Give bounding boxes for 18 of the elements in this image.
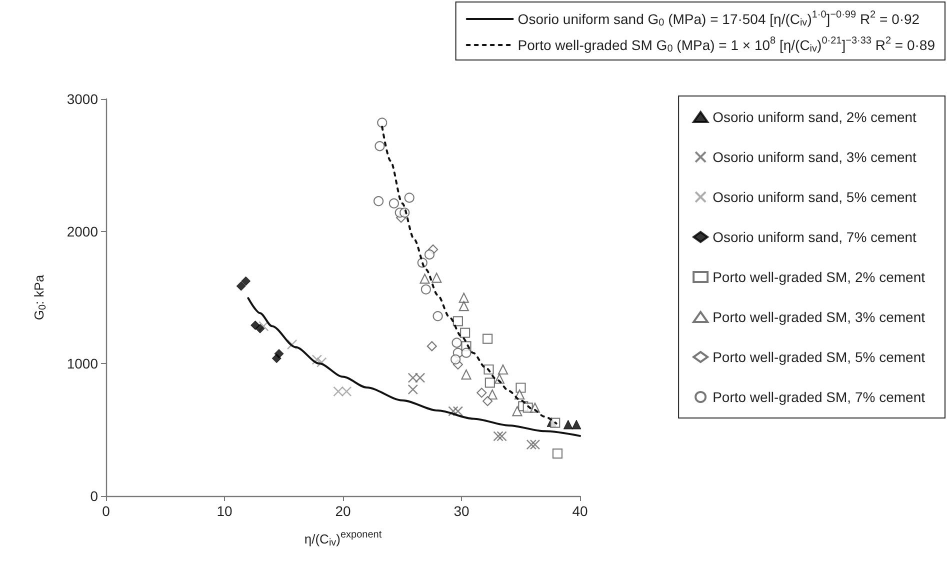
legend-label: Osorio uniform sand, 2% cement [712, 109, 917, 125]
x-tick-label: 30 [454, 503, 470, 519]
x-tick-label: 20 [335, 503, 351, 519]
legend-label: Porto well-graded SM, 2% cement [712, 269, 926, 285]
y-tick-label: 2000 [66, 223, 98, 240]
legend-label: Porto well-graded SM, 7% cement [712, 389, 926, 405]
legend-label: Osorio uniform sand, 7% cement [712, 229, 917, 245]
legend-label: Porto well-graded SM, 5% cement [712, 349, 926, 365]
x-tick-label: 10 [216, 503, 232, 519]
y-tick-label: 1000 [66, 356, 98, 372]
y-tick-label: 0 [90, 488, 98, 504]
legend-label: Porto well-graded SM, 3% cement [712, 309, 926, 325]
x-tick-label: 0 [102, 503, 110, 519]
y-tick-label: 3000 [66, 91, 98, 107]
legend-label: Osorio uniform sand, 5% cement [712, 189, 917, 205]
x-tick-label: 40 [572, 503, 588, 519]
legend-label: Osorio uniform sand, 3% cement [712, 149, 917, 165]
y-axis-title: G0: kPa [32, 274, 48, 320]
